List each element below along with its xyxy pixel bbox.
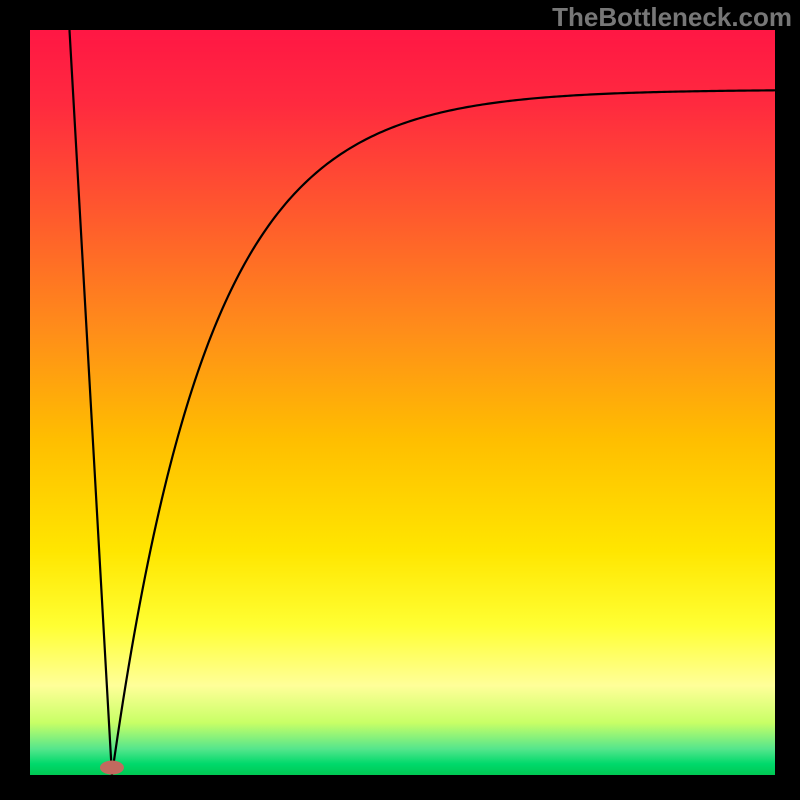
watermark-text: TheBottleneck.com [552,2,792,33]
chart-root: TheBottleneck.com [0,0,800,800]
optimal-point-marker [100,761,124,775]
bottleneck-chart [30,30,775,775]
gradient-background [30,30,775,775]
